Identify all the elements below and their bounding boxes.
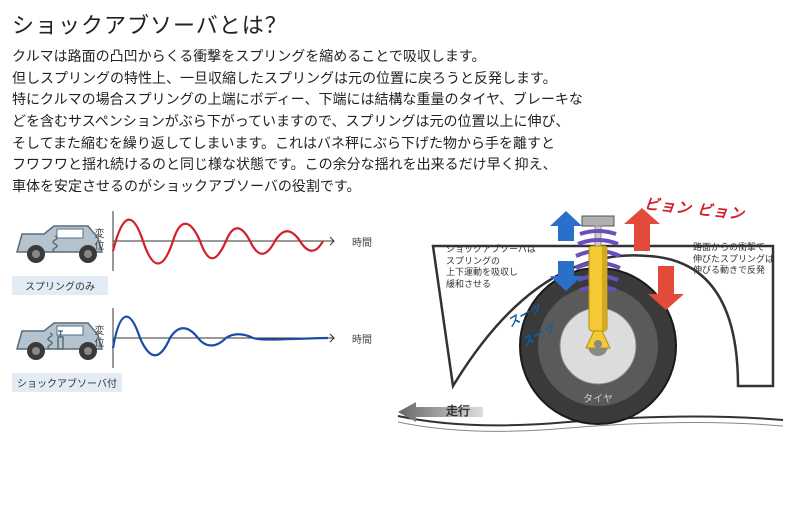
caption-with-damper: ショックアブソーバ付: [12, 373, 122, 392]
ylabel: 変位: [90, 325, 105, 349]
xlabel: 時間: [352, 234, 372, 249]
anno-damper: ショックアブソーバは スプリングの 上下運動を吸収し 緩和させる: [446, 244, 536, 291]
description: クルマは路面の凸凹からくる衝撃をスプリングを縮めることで吸収します。 但しスプリ…: [12, 46, 788, 198]
svg-text:タイヤ: タイヤ: [583, 393, 613, 405]
chart-spring-only: [108, 206, 348, 276]
right-diagram: タイヤ: [388, 206, 788, 446]
xlabel: 時間: [352, 331, 372, 346]
svg-text:走行: 走行: [446, 403, 470, 418]
chart-with-damper: [108, 303, 348, 373]
left-charts: 変位 時間 スプリングのみ: [12, 206, 368, 446]
caption-spring-only: スプリングのみ: [12, 276, 108, 295]
ylabel: 変位: [90, 228, 105, 252]
page-title: ショックアブソーバとは？: [12, 8, 788, 40]
anno-rebound: 路面からの衝撃で 伸びたスプリングは 伸びる動きで反発: [693, 242, 774, 277]
